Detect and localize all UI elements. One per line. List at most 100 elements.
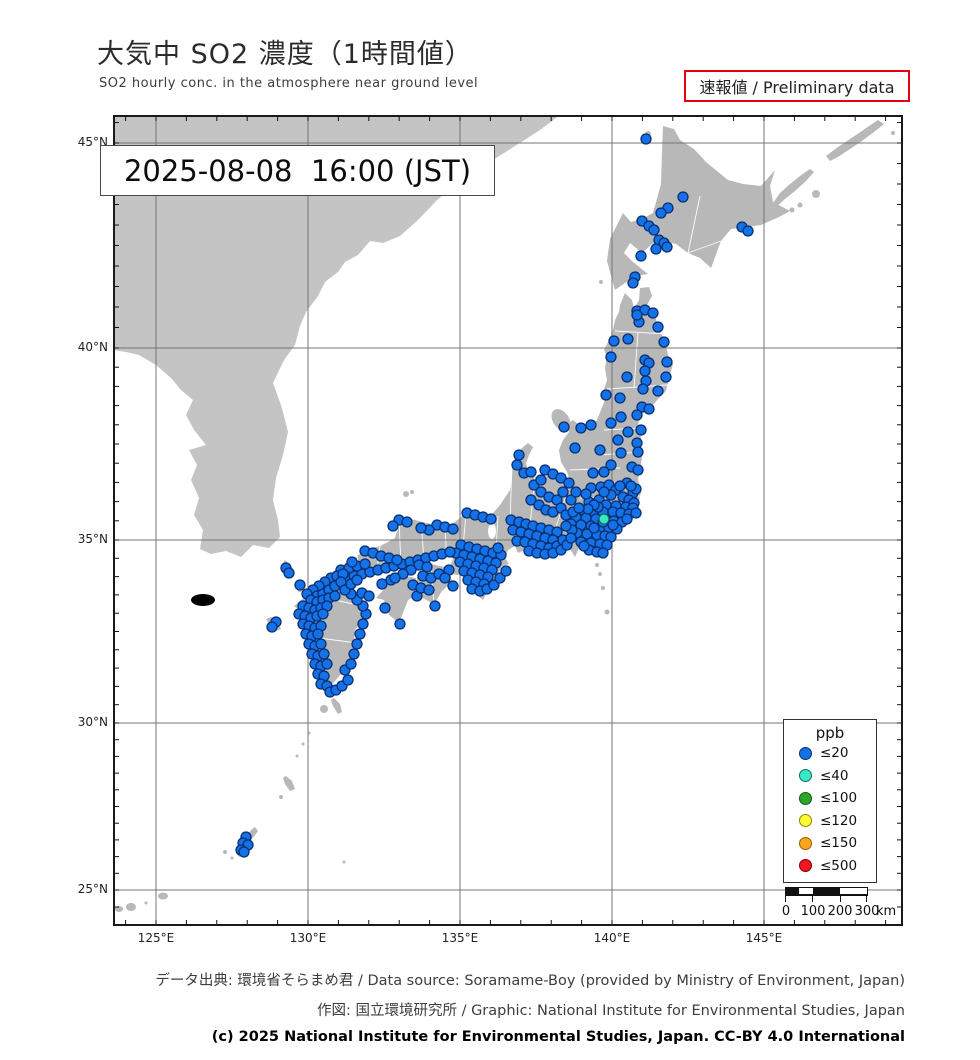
kuril-island-2 [826, 120, 884, 161]
station-dot-blue [294, 579, 306, 591]
station-dot-blue [401, 516, 413, 528]
hokkaido-island [607, 126, 790, 290]
station-dot-blue [605, 459, 617, 471]
station-dot-blue [391, 554, 403, 566]
station-dot-blue [429, 600, 441, 612]
station-dot-blue [605, 351, 617, 363]
legend-swatch-le40 [799, 769, 812, 783]
station-dot-blue [346, 556, 358, 568]
kuril-islet [797, 202, 803, 208]
station-dot-blue [535, 486, 547, 498]
lake-biwa [488, 523, 496, 539]
jeju-island [191, 594, 215, 606]
footer-data-source: データ出典: 環境省そらまめ君 / Data source: Soramame-… [155, 973, 905, 989]
lon-axis-label: 135°E [441, 931, 479, 945]
legend-label: ≤100 [820, 790, 858, 807]
station-dot-blue [578, 540, 590, 552]
kuril-islet [789, 207, 795, 213]
station-dot-blue [513, 449, 525, 461]
station-dot-blue [660, 371, 672, 383]
station-dot-blue [607, 519, 619, 531]
legend-swatch-le100 [799, 791, 812, 805]
station-dot-blue [348, 648, 360, 660]
station-dot-blue [535, 474, 547, 486]
station-dot-blue [389, 572, 401, 584]
station-dot-blue [598, 486, 610, 498]
station-dot-blue [359, 558, 371, 570]
station-dot-blue [363, 590, 375, 602]
daito-islet [342, 860, 346, 864]
scale-bar-labels: 0 100 200 300 km [782, 903, 896, 919]
lat-axis-label: 30°N [77, 715, 108, 729]
okushiri-island [599, 280, 603, 284]
station-dot-blue [658, 336, 670, 348]
izu-islet [598, 572, 602, 576]
station-dot-blue [318, 648, 330, 660]
station-dot-blue [597, 547, 609, 559]
station-dot-blue [266, 621, 278, 633]
station-dot-blue [525, 494, 537, 506]
station-dot-blue [621, 371, 633, 383]
station-dot-blue [342, 674, 354, 686]
scale-unit-label: km [876, 904, 897, 919]
station-dot-blue [415, 522, 427, 534]
station-dot-blue [580, 488, 592, 500]
page-title: 大気中 SO2 濃度（1時間値） [97, 39, 473, 70]
station-dot-blue [557, 486, 569, 498]
station-dot-blue [661, 241, 673, 253]
station-dot-blue [387, 520, 399, 532]
legend-swatch-le150 [799, 836, 812, 850]
amami-islet [279, 795, 283, 799]
station-dot-blue [500, 565, 512, 577]
lat-axis-label: 40°N [77, 340, 108, 354]
station-dot-blue [587, 467, 599, 479]
station-dot-blue [351, 574, 363, 586]
hachijojima-island [604, 609, 610, 615]
station-dot-blue [631, 409, 643, 421]
legend-label: ≤150 [820, 835, 858, 852]
legend-row: ≤120 [784, 810, 876, 833]
station-dot-blue [630, 507, 642, 519]
station-dot-blue [643, 403, 655, 415]
station-dot-blue [555, 472, 567, 484]
station-dot-blue [652, 321, 664, 333]
station-dot-blue [621, 513, 633, 525]
legend-swatch-le500 [799, 859, 812, 873]
station-dot-blue [565, 494, 577, 506]
kume-island [223, 850, 227, 854]
station-dot-blue [639, 365, 651, 377]
station-dot-blue [631, 309, 643, 321]
legend-row: ≤20 [784, 742, 876, 765]
station-dot-blue [558, 421, 570, 433]
station-dot-blue [600, 389, 612, 401]
lat-axis-label: 25°N [77, 882, 108, 896]
lat-axis-label: 35°N [77, 532, 108, 546]
lon-axis-label: 145°E [745, 931, 783, 945]
station-dot-cyan [598, 513, 610, 525]
station-dot-blue [379, 602, 391, 614]
scale-label-200: 200 [827, 904, 853, 919]
legend-label: ≤20 [820, 745, 849, 762]
station-dot-blue [485, 513, 497, 525]
station-dot-blue [511, 459, 523, 471]
station-dot-blue [354, 628, 366, 640]
ishigaki-island [126, 903, 136, 911]
miyakejima-island [601, 586, 605, 590]
station-dot-blue [573, 502, 585, 514]
legend-swatch-le20 [799, 746, 812, 760]
station-dot-blue [494, 572, 506, 584]
station-dot-blue [588, 522, 600, 534]
station-dot-blue [598, 466, 610, 478]
station-dot-blue [560, 520, 572, 532]
lon-axis-label: 130°E [289, 931, 327, 945]
station-dot-blue [650, 243, 662, 255]
continent-landmass [113, 115, 560, 557]
legend-label: ≤40 [820, 767, 849, 784]
legend-row: ≤500 [784, 855, 876, 878]
station-dot-blue [565, 532, 577, 544]
station-dot-blue [447, 523, 459, 535]
legend-row: ≤40 [784, 765, 876, 788]
station-dot-blue [615, 447, 627, 459]
station-dot-blue [312, 628, 324, 640]
station-dot-blue [357, 618, 369, 630]
